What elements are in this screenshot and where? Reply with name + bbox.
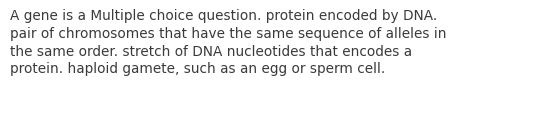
Text: A gene is a Multiple choice question. protein encoded by DNA.
pair of chromosome: A gene is a Multiple choice question. pr… <box>10 9 446 76</box>
